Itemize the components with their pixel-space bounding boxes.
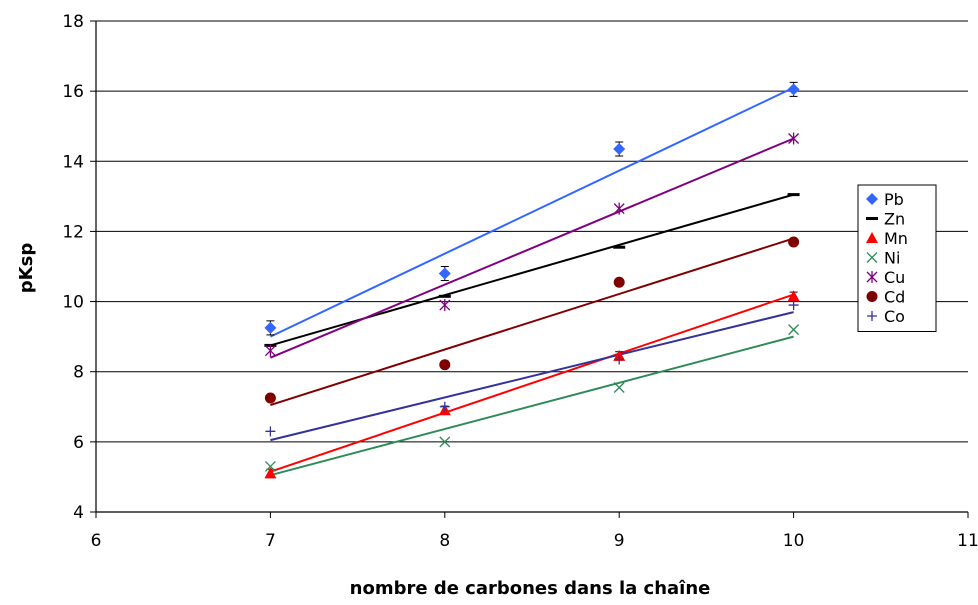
y-tick-label: 14 <box>62 152 84 172</box>
data-point-ni <box>613 382 625 393</box>
data-point-cd <box>439 359 451 371</box>
data-point-co <box>788 300 799 311</box>
trend-line-cu <box>270 137 794 359</box>
data-point-cu <box>264 344 276 357</box>
data-point-co <box>439 401 450 412</box>
data-point-ni <box>788 324 800 336</box>
legend-label-co: Co <box>884 307 905 326</box>
data-point-cu <box>788 132 800 145</box>
x-tick-label: 11 <box>957 531 978 551</box>
y-tick-label: 18 <box>62 12 84 32</box>
data-point-cd <box>613 276 625 288</box>
axes: nombre de carbones dans la chaîne pKsp 4… <box>16 12 978 599</box>
trend-line-cd <box>270 237 794 406</box>
data-point-pb <box>787 83 800 96</box>
legend-label-zn: Zn <box>884 210 905 229</box>
y-tick-label: 12 <box>62 222 84 242</box>
data-point-cd <box>264 392 276 404</box>
trend-lines <box>269 86 795 477</box>
data-point-zn <box>613 245 626 249</box>
legend-label-pb: Pb <box>884 190 904 209</box>
y-tick-label: 8 <box>73 363 84 383</box>
data-point-cu <box>613 202 625 215</box>
y-tick-label: 10 <box>62 293 84 313</box>
data-points <box>264 81 800 479</box>
data-point-cd <box>788 236 800 248</box>
data-point-co <box>265 426 276 437</box>
legend-label-cu: Cu <box>884 268 905 287</box>
legend-marker-cu <box>866 271 878 283</box>
y-axis-title: pKsp <box>16 243 37 294</box>
data-point-ni <box>439 436 451 448</box>
legend-marker-cd <box>866 291 878 302</box>
data-point-pb <box>264 321 277 334</box>
trend-line-co <box>270 311 794 442</box>
data-point-co <box>614 354 625 365</box>
legend-marker-zn <box>866 217 878 220</box>
y-tick-label: 4 <box>73 503 84 523</box>
x-tick-label: 8 <box>439 531 450 551</box>
y-tick-label: 6 <box>73 433 84 453</box>
legend-marker-ni <box>866 252 878 263</box>
y-tick-label: 16 <box>62 82 84 102</box>
legend-label-mn: Mn <box>884 229 908 248</box>
legend-marker-pb <box>866 193 878 205</box>
trend-line-pb <box>269 86 795 338</box>
legend-label-ni: Ni <box>884 249 900 268</box>
gridlines <box>96 20 968 443</box>
x-tick-label: 7 <box>265 531 276 551</box>
x-axis-title: nombre de carbones dans la chaîne <box>350 578 711 599</box>
x-tick-label: 9 <box>614 531 625 551</box>
trend-line-zn <box>270 193 794 347</box>
trend-line-ni <box>270 335 794 477</box>
legend-marker-mn <box>866 232 878 243</box>
legend-marker-co <box>867 311 877 321</box>
x-tick-label: 10 <box>783 531 805 551</box>
x-tick-label: 6 <box>91 531 102 551</box>
data-point-zn <box>787 193 800 197</box>
data-point-ni <box>264 460 276 472</box>
data-point-mn <box>787 290 800 302</box>
legend-label-cd: Cd <box>884 288 905 307</box>
data-point-pb <box>613 143 626 156</box>
data-point-mn <box>264 467 277 479</box>
data-point-zn <box>438 294 451 298</box>
data-point-pb <box>438 267 451 280</box>
trend-line-mn <box>270 293 794 473</box>
data-point-cu <box>439 299 451 312</box>
